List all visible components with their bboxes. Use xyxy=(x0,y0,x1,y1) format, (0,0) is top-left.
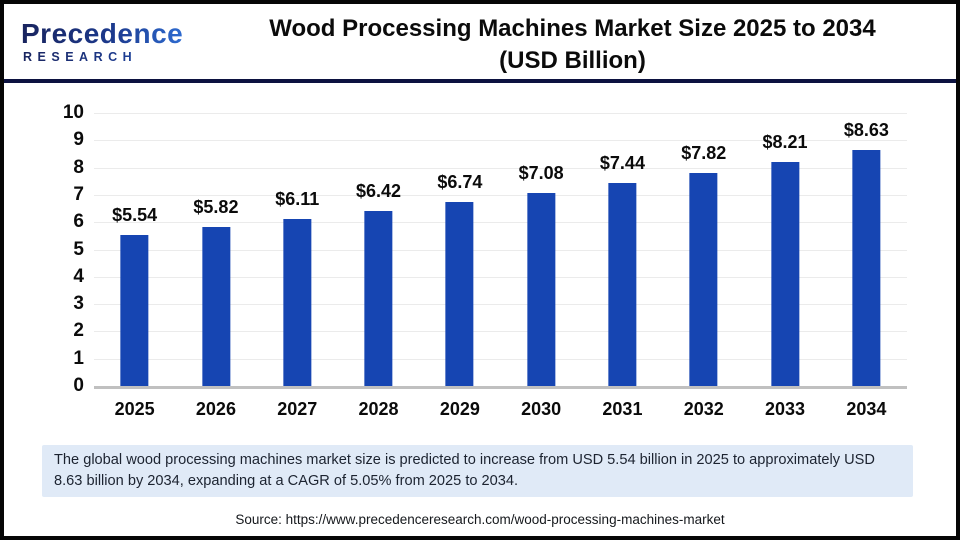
x-axis-tick-2028: 2028 xyxy=(358,399,399,419)
source-attribution: Source: https://www.precedenceresearch.c… xyxy=(235,512,725,527)
gridline-y-5 xyxy=(94,249,907,251)
y-axis-tick-7: 7 xyxy=(73,183,84,205)
header: Precedence RESEARCH Wood Processing Mach… xyxy=(4,4,956,79)
bar-2030 xyxy=(527,192,556,386)
gridline-y-2 xyxy=(94,331,907,333)
bar-group-2033: $8.21 xyxy=(744,113,825,386)
gridline-y-9 xyxy=(94,140,907,142)
x-axis-tick-2026: 2026 xyxy=(195,399,236,419)
gridline-y-3 xyxy=(94,304,907,306)
y-axis-tick-8: 8 xyxy=(73,156,84,178)
bar-2025 xyxy=(120,234,149,386)
gridline-y-4 xyxy=(94,276,907,278)
x-axis-tick-2033: 2033 xyxy=(765,399,806,419)
y-axis-tick-5: 5 xyxy=(73,238,84,260)
bar-value-label-2027: $6.11 xyxy=(275,189,320,210)
bar-value-label-2031: $7.44 xyxy=(599,152,645,173)
gridline-y-7 xyxy=(94,194,907,196)
bar-group-2027: $6.11 xyxy=(257,113,338,386)
chart-title-line1: Wood Processing Machines Market Size 202… xyxy=(269,14,876,42)
bar-group-2034: $8.63 xyxy=(826,113,907,386)
bar-2028 xyxy=(364,210,393,386)
bar-group-2026: $5.82 xyxy=(175,113,256,386)
y-axis-tick-0: 0 xyxy=(73,375,84,396)
x-axis-baseline xyxy=(94,386,907,389)
header-divider xyxy=(4,79,956,83)
y-axis-tick-10: 10 xyxy=(62,102,84,123)
gridline-y-8 xyxy=(94,167,907,169)
bar-value-label-2028: $6.42 xyxy=(356,180,402,201)
bar-value-label-2025: $5.54 xyxy=(112,204,158,225)
bar-2031 xyxy=(608,182,637,386)
bar-2027 xyxy=(283,219,312,386)
x-axis-tick-2030: 2030 xyxy=(521,399,562,419)
bar-group-2031: $7.44 xyxy=(582,113,663,386)
bar-2033 xyxy=(771,161,800,386)
chart-title-line2: (USD Billion) xyxy=(499,46,646,74)
x-axis-tick-2027: 2027 xyxy=(277,399,318,419)
bar-group-2030: $7.08 xyxy=(500,113,581,386)
gridline-y-6 xyxy=(94,222,907,224)
bar-chart-plot-area: 10 9 8 7 6 5 4 3 2 1 0 $5.54 2025 $5.82 2026 $6.11 2027 $… xyxy=(63,103,907,419)
bar-group-2032: $7.82 xyxy=(663,113,744,386)
y-axis-tick-3: 3 xyxy=(73,293,84,315)
summary-text: The global wood processing machines mark… xyxy=(54,452,875,489)
y-axis-tick-6: 6 xyxy=(73,211,84,233)
bar-value-label-2029: $6.74 xyxy=(437,172,483,192)
bar-value-label-2033: $8.21 xyxy=(762,131,808,152)
x-axis-tick-2031: 2031 xyxy=(602,399,643,419)
x-axis-tick-2029: 2029 xyxy=(439,399,480,419)
bar-2032 xyxy=(689,172,718,386)
bar-group-2028: $6.42 xyxy=(338,113,419,386)
x-axis-tick-2034: 2034 xyxy=(846,399,887,419)
bar-group-2025: $5.54 xyxy=(94,113,175,386)
y-axis-tick-2: 2 xyxy=(73,320,84,342)
bar-2026 xyxy=(201,227,230,386)
y-axis-tick-1: 1 xyxy=(73,347,84,369)
x-axis-tick-2025: 2025 xyxy=(114,399,155,419)
logo-subtitle: RESEARCH xyxy=(21,50,189,64)
logo-wordmark: Precedence xyxy=(21,19,189,48)
summary-box: The global wood processing machines mark… xyxy=(42,445,913,497)
y-axis-tick-9: 9 xyxy=(73,129,84,151)
bar-value-label-2026: $5.82 xyxy=(193,197,239,218)
gridline-y-10 xyxy=(94,113,907,114)
bar-2029 xyxy=(445,202,474,386)
bar-group-2029: $6.74 xyxy=(419,113,500,386)
bar-2034 xyxy=(852,150,881,386)
gridline-y-1 xyxy=(94,358,907,360)
chart-title: Wood Processing Machines Market Size 202… xyxy=(189,7,956,77)
bar-value-label-2034: $8.63 xyxy=(843,120,889,141)
bar-value-label-2030: $7.08 xyxy=(518,162,564,183)
x-axis-tick-2032: 2032 xyxy=(683,399,724,419)
precedence-logo: Precedence RESEARCH xyxy=(4,19,189,64)
bar-value-label-2032: $7.82 xyxy=(681,142,727,163)
y-axis-tick-4: 4 xyxy=(73,265,84,287)
